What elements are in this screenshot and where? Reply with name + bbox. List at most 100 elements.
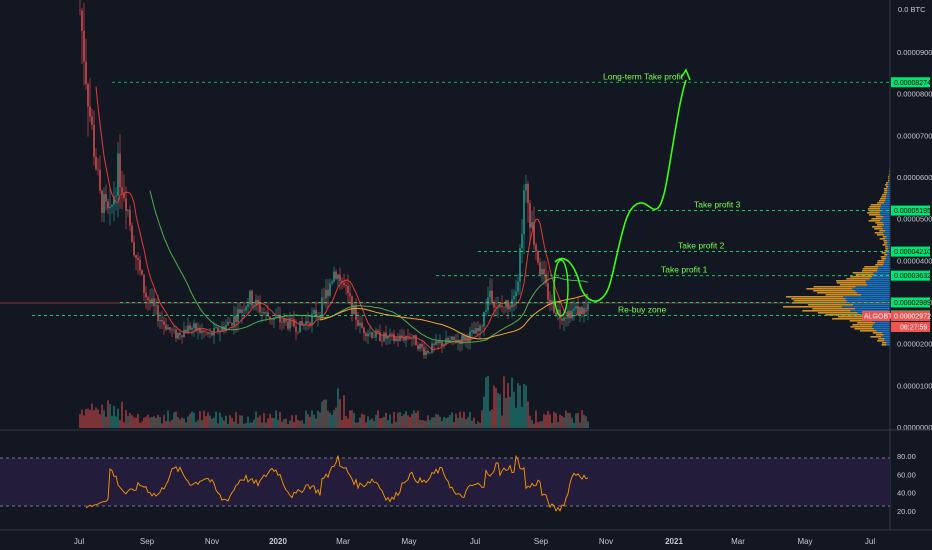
candle-body xyxy=(253,304,255,306)
volume-profile-bar xyxy=(836,282,867,284)
level-tag-2[interactable] xyxy=(891,246,930,257)
volume-bars xyxy=(79,376,589,428)
volume-bar xyxy=(129,412,131,428)
volume-profile-bar xyxy=(850,326,873,328)
volume-profile-bar xyxy=(888,186,890,188)
volume-profile-bar xyxy=(885,186,889,188)
volume-profile-bar xyxy=(876,330,890,332)
moving-average-line xyxy=(319,294,589,340)
volume-bar xyxy=(267,418,269,428)
candle-body xyxy=(491,290,493,303)
volume-bar xyxy=(453,422,455,428)
volume-bar xyxy=(87,408,89,428)
volume-bar xyxy=(349,410,351,428)
volume-profile-bar xyxy=(887,190,890,192)
time-tick-5: May xyxy=(401,537,416,546)
candle-body xyxy=(401,335,403,338)
candle-body xyxy=(303,323,305,325)
level-tag-0[interactable] xyxy=(891,77,930,88)
volume-profile-bar xyxy=(883,188,888,190)
volume-bar xyxy=(181,417,183,428)
candle-body xyxy=(287,321,289,329)
volume-profile-bar xyxy=(813,286,856,288)
volume-profile-bar xyxy=(883,192,888,194)
volume-bar xyxy=(263,413,265,428)
volume-bar xyxy=(497,393,499,428)
candle-body xyxy=(469,331,471,342)
volume-bar xyxy=(297,419,299,428)
volume-bar xyxy=(137,413,139,428)
volume-bar xyxy=(371,418,373,428)
candle-body xyxy=(337,274,339,279)
volume-profile-bar xyxy=(845,298,890,300)
time-tick-8: Nov xyxy=(599,537,613,546)
volume-bar xyxy=(527,401,529,428)
volume-bar xyxy=(309,416,311,428)
candle-body xyxy=(531,222,533,228)
volume-bar xyxy=(549,414,551,428)
volume-profile-bar xyxy=(881,226,890,228)
volume-bar xyxy=(139,422,141,428)
volume-profile-bar xyxy=(882,194,887,196)
volume-profile xyxy=(783,126,890,346)
candle-body xyxy=(461,335,463,345)
candle-body xyxy=(145,292,147,298)
volume-bar xyxy=(465,419,467,428)
volume-profile-bar xyxy=(873,324,890,326)
volume-bar xyxy=(563,417,565,428)
current-price-value: 0.00002972 xyxy=(894,314,931,321)
volume-bar xyxy=(393,411,395,428)
volume-bar xyxy=(79,413,81,428)
volume-bar xyxy=(345,415,347,428)
volume-bar xyxy=(365,422,367,428)
current-price-tag[interactable] xyxy=(891,311,930,321)
volume-profile-bar xyxy=(880,214,890,216)
candle-body xyxy=(191,327,193,330)
volume-bar xyxy=(391,423,393,428)
volume-profile-bar xyxy=(867,208,881,210)
time-tick-3: 2020 xyxy=(269,537,287,546)
volume-profile-bar xyxy=(882,236,887,238)
volume-bar xyxy=(311,410,313,428)
candle-body xyxy=(335,271,337,279)
level-tag-1[interactable] xyxy=(891,205,930,216)
volume-bar xyxy=(407,415,409,428)
volume-profile-bar xyxy=(850,276,873,278)
candle-body xyxy=(103,194,105,214)
volume-profile-bar xyxy=(882,228,890,230)
volume-bar xyxy=(561,415,563,428)
level-tag-3[interactable] xyxy=(891,270,930,281)
volume-bar xyxy=(367,416,369,428)
volume-profile-bar xyxy=(881,218,890,220)
volume-bar xyxy=(199,411,201,428)
volume-bar xyxy=(225,415,227,428)
rsi-band xyxy=(0,458,890,506)
candle-body xyxy=(375,330,377,338)
volume-bar xyxy=(161,423,163,428)
candle-body xyxy=(463,335,465,341)
volume-bar xyxy=(379,418,381,428)
candle-body xyxy=(325,289,327,299)
volume-bar xyxy=(307,414,309,428)
candle-body xyxy=(209,332,211,334)
volume-bar xyxy=(261,422,263,428)
volume-bar xyxy=(531,420,533,428)
volume-bar xyxy=(583,414,585,428)
candle-body xyxy=(199,327,201,333)
candle-body xyxy=(419,343,421,349)
volume-profile-bar xyxy=(884,242,888,244)
volume-bar xyxy=(179,419,181,428)
volume-profile-bar xyxy=(850,310,890,312)
level-tag-4[interactable] xyxy=(891,297,930,308)
candle-body xyxy=(553,300,555,313)
pair-tag xyxy=(862,311,890,321)
volume-bar xyxy=(547,410,549,428)
volume-bar xyxy=(479,423,481,428)
candle-body xyxy=(543,268,545,275)
candle-body xyxy=(545,274,547,284)
volume-bar xyxy=(485,377,487,428)
volume-bar xyxy=(223,420,225,428)
candle-body xyxy=(329,283,331,296)
